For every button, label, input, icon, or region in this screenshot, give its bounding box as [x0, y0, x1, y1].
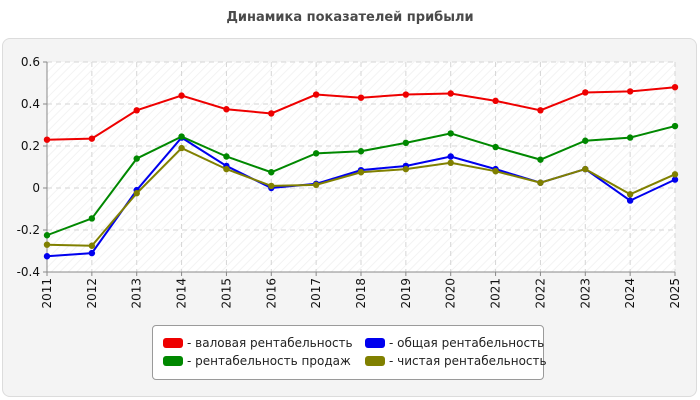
legend-item-sales: - рентабельность продаж	[163, 354, 351, 368]
data-point	[43, 241, 51, 248]
legend-swatch-sales	[163, 356, 183, 366]
series-layer	[43, 84, 679, 260]
data-point	[223, 153, 230, 160]
data-point	[223, 106, 230, 113]
data-point	[133, 190, 140, 197]
y-axis-ticks: 0.6 0.4 0.2 0 -0.2 -0.4	[17, 55, 47, 279]
series-1	[43, 84, 679, 143]
y-tick-label: 0	[32, 181, 40, 195]
data-point	[447, 153, 454, 160]
x-axis-ticks: 2011 2012 2013 2014 2015 2016 2017 2018 2019 2020…	[40, 272, 682, 309]
data-point	[671, 84, 679, 91]
x-tick-label: 2020	[444, 278, 458, 309]
data-point	[447, 130, 454, 137]
data-point	[268, 182, 275, 190]
data-point	[43, 136, 51, 143]
data-point	[626, 191, 634, 198]
legend-swatch-net	[365, 356, 385, 366]
x-tick-label: 2023	[578, 278, 592, 309]
legend-item-total: - общая рентабельность	[365, 336, 544, 350]
legend-label-net: - чистая рентабельность	[389, 354, 547, 368]
series-4	[43, 144, 679, 249]
data-point	[312, 91, 320, 98]
data-point	[671, 171, 679, 178]
x-tick-label: 2018	[354, 278, 368, 309]
x-tick-label: 2015	[219, 278, 233, 309]
legend: - валовая рентабельность - общая рентабе…	[152, 325, 547, 380]
data-point	[492, 97, 499, 105]
legend-item-net: - чистая рентабельность	[365, 354, 547, 368]
data-point	[88, 242, 96, 249]
legend-swatch-gross	[163, 338, 183, 348]
x-tick-label: 2016	[264, 278, 278, 309]
data-point	[671, 122, 679, 130]
x-tick-label: 2019	[399, 278, 413, 309]
series-3	[43, 122, 679, 239]
data-point	[492, 168, 499, 175]
chart-title: Динамика показателей прибыли	[226, 10, 474, 25]
data-point	[133, 155, 140, 162]
legend-label-gross: - валовая рентабельность	[187, 336, 353, 350]
data-point	[88, 135, 96, 142]
data-point	[626, 134, 634, 141]
data-point	[133, 107, 140, 114]
legend-label-sales: - рентабельность продаж	[187, 354, 351, 368]
x-tick-label: 2021	[489, 278, 503, 309]
data-point	[447, 159, 454, 166]
y-tick-label: 0.2	[21, 139, 40, 153]
x-tick-label: 2025	[668, 278, 682, 309]
data-point	[671, 176, 679, 183]
x-tick-label: 2013	[130, 278, 144, 309]
x-tick-label: 2017	[309, 278, 323, 309]
data-point	[268, 110, 275, 117]
data-point	[402, 91, 410, 98]
data-point	[178, 144, 185, 152]
data-point	[582, 89, 589, 96]
data-point	[357, 148, 365, 155]
x-tick-label: 2014	[175, 278, 189, 309]
y-tick-label: 0.6	[21, 55, 40, 69]
data-point	[447, 90, 454, 97]
data-point	[402, 139, 410, 147]
data-point	[492, 143, 499, 151]
x-tick-label: 2011	[40, 278, 54, 309]
data-point	[582, 165, 589, 173]
x-tick-label: 2022	[533, 278, 547, 309]
data-point	[357, 94, 365, 101]
data-point	[88, 215, 96, 222]
data-point	[626, 88, 634, 95]
data-point	[43, 253, 51, 260]
data-point	[268, 169, 275, 176]
y-tick-label: -0.4	[17, 265, 40, 279]
data-point	[43, 232, 51, 239]
data-point	[537, 179, 544, 186]
data-point	[402, 165, 410, 173]
x-tick-label: 2024	[623, 278, 637, 309]
legend-swatch-total	[365, 338, 385, 348]
y-tick-label: 0.4	[21, 97, 40, 111]
data-point	[312, 150, 320, 157]
x-tick-label: 2012	[85, 278, 99, 309]
data-point	[312, 181, 320, 189]
data-point	[537, 107, 544, 114]
data-point	[223, 165, 230, 173]
data-point	[626, 197, 634, 204]
data-point	[88, 249, 96, 257]
data-point	[178, 133, 185, 140]
y-tick-label: -0.2	[17, 223, 40, 237]
data-point	[582, 137, 589, 144]
data-point	[357, 169, 365, 176]
legend-label-total: - общая рентабельность	[389, 336, 545, 350]
legend-item-gross: - валовая рентабельность	[163, 336, 353, 350]
data-point	[178, 92, 185, 99]
data-point	[537, 156, 544, 163]
